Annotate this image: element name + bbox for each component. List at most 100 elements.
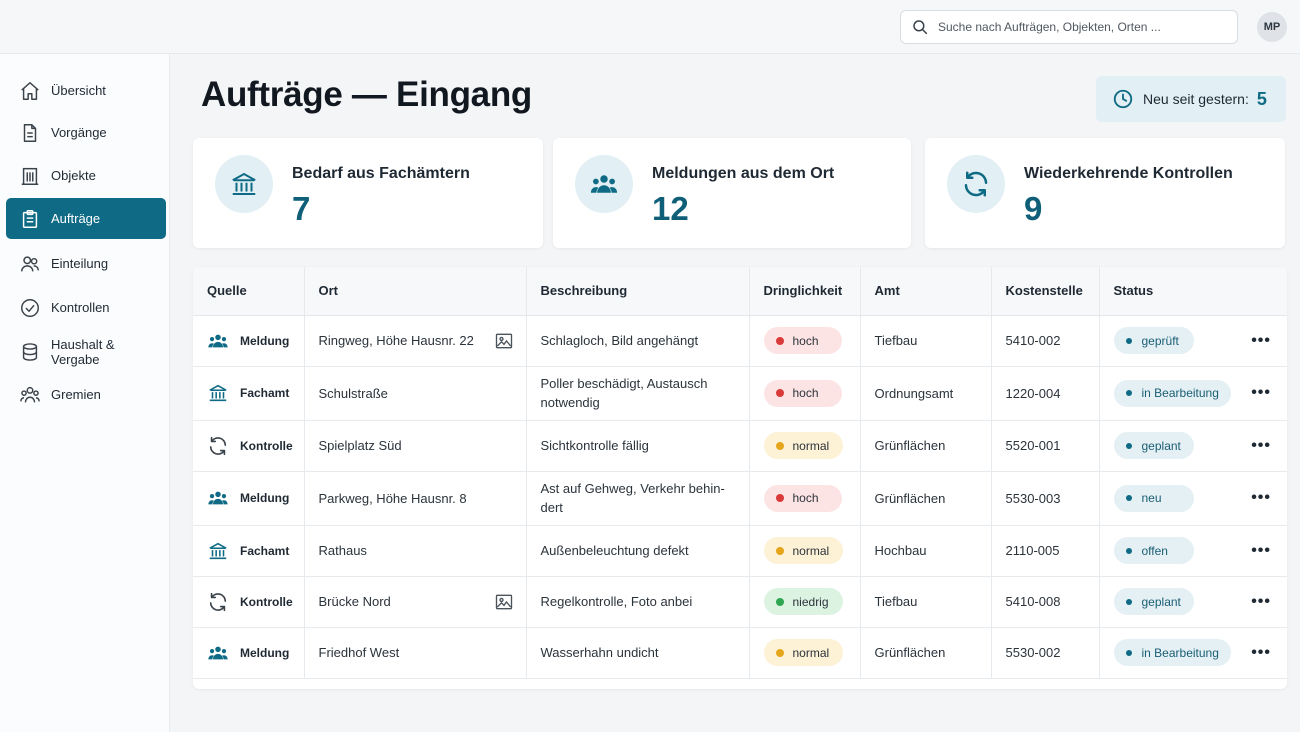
- location-label: Spielplatz Süd: [318, 438, 402, 453]
- table-row[interactable]: Fachamt Rathaus Außenbeleuchtung defekt nor…: [193, 525, 1288, 577]
- sidebar-item-vorgaenge[interactable]: Vorgänge: [6, 112, 166, 153]
- status-label: geplant: [1141, 594, 1181, 609]
- refresh-icon: [209, 592, 227, 611]
- table-row[interactable]: Meldung Friedhof West Wasserhahn undicht no…: [193, 627, 1288, 679]
- cell-kostenstelle: 5530-003: [991, 471, 1100, 526]
- source: Fachamt: [207, 382, 304, 404]
- sidebar-item-kontrollen[interactable]: Kontrollen: [6, 287, 166, 328]
- column-header-dringlichkeit[interactable]: Dringlichkeit: [749, 267, 861, 316]
- description: Wasserhahn undicht: [540, 645, 659, 660]
- more-actions-icon[interactable]: •••: [1251, 489, 1271, 506]
- table-row[interactable]: Fachamt Schulstraße Poller beschädigt, Aus…: [193, 366, 1287, 421]
- source: Kontrolle: [207, 435, 304, 457]
- group-icon: [20, 386, 40, 402]
- sidebar-item-haushalt-vergabe[interactable]: Haushalt & Vergabe: [6, 331, 166, 372]
- government-building-icon: [232, 172, 256, 195]
- urgency-badge: normal: [763, 432, 844, 459]
- stat-label: Bedarf aus Fachämtern: [292, 165, 470, 182]
- more-actions-icon[interactable]: •••: [1251, 592, 1271, 610]
- cell-status: geprüft •••: [1099, 315, 1287, 367]
- cell-kostenstelle: 1220-004: [991, 366, 1100, 421]
- avatar[interactable]: MP: [1257, 12, 1287, 42]
- stat-card-meldungen[interactable]: Meldungen aus dem Ort 12: [553, 138, 911, 248]
- more-actions-icon[interactable]: •••: [1251, 331, 1271, 349]
- cell-beschreibung: Regelkontrolle, Foto anbei: [526, 576, 750, 628]
- column-header-kostenstelle[interactable]: Kostenstelle: [991, 267, 1100, 316]
- cell-dringlichkeit: hoch: [749, 366, 861, 421]
- cell-ort: Rathaus: [304, 525, 527, 577]
- cell-quelle: Kontrolle: [193, 420, 305, 472]
- cell-kostenstelle: 5530-002: [991, 627, 1100, 679]
- sidebar-item-objekte[interactable]: Objekte: [6, 155, 166, 196]
- cell-amt: Grünflächen: [860, 420, 992, 472]
- building-icon: [21, 167, 39, 185]
- stat-card-fachaemter[interactable]: Bedarf aus Fachämtern 7: [193, 138, 543, 248]
- stat-card-kontrollen[interactable]: Wiederkehrende Kontrollen 9: [925, 138, 1285, 248]
- description: Regelkontrolle, Foto anbei: [540, 594, 693, 609]
- description: Sichtkontrolle fällig: [540, 438, 649, 453]
- orders-table: Quelle Ort Beschreibung Dringlichkeit Am…: [193, 267, 1287, 689]
- table-row[interactable]: Meldung Parkweg, Höhe Hausnr. 8 Ast auf Ge…: [193, 471, 1287, 526]
- status-badge: neu: [1113, 484, 1194, 512]
- search-box[interactable]: [900, 10, 1238, 44]
- database-icon: [22, 342, 38, 361]
- sidebar-item-label: Übersicht: [51, 83, 106, 98]
- column-header-status[interactable]: Status: [1099, 267, 1287, 316]
- column-header-ort[interactable]: Ort: [304, 267, 527, 316]
- new-since-badge: Neu seit gestern: 5: [1096, 76, 1286, 122]
- status-badge: in Bearbeitung: [1113, 379, 1231, 407]
- clock-icon: [1113, 89, 1133, 109]
- new-since-label: Neu seit gestern:: [1143, 91, 1249, 107]
- stat-value: 9: [1024, 190, 1043, 227]
- cell-beschreibung: Poller beschädigt, Austausch notwendig: [526, 366, 750, 421]
- urgency-badge: hoch: [763, 327, 842, 354]
- table-row[interactable]: Kontrolle Brücke Nord Regelkontrolle, Foto…: [193, 576, 1287, 628]
- status-label: in Bearbeitung: [1141, 386, 1219, 400]
- more-actions-icon[interactable]: •••: [1251, 436, 1271, 454]
- cell-amt: Hochbau: [860, 525, 992, 577]
- cell-status: neu •••: [1099, 471, 1287, 526]
- more-actions-icon[interactable]: •••: [1251, 643, 1271, 661]
- government-building-icon: [209, 542, 227, 559]
- urgency-dot: [775, 648, 784, 657]
- stat-icon-wrap: [215, 155, 273, 213]
- search-input[interactable]: [938, 20, 1228, 34]
- more-actions-icon[interactable]: •••: [1251, 384, 1271, 401]
- status-badge: geplant: [1113, 588, 1194, 615]
- sidebar-item-uebersicht[interactable]: Übersicht: [6, 70, 166, 111]
- image-icon[interactable]: [494, 592, 514, 612]
- column-header-quelle[interactable]: Quelle: [193, 267, 305, 316]
- status-label: neu: [1141, 491, 1162, 505]
- table-row[interactable]: Kontrolle Spielplatz Süd Sichtkontrolle fä…: [193, 420, 1287, 472]
- column-header-amt[interactable]: Amt: [860, 267, 992, 316]
- description: Außenbeleuchtung defekt: [540, 543, 689, 558]
- cell-dringlichkeit: hoch: [749, 315, 861, 367]
- urgency-dot: [775, 336, 784, 345]
- column-header-beschreibung[interactable]: Beschreibung: [526, 267, 750, 316]
- stat-icon-wrap: [575, 155, 633, 213]
- urgency-label: hoch: [792, 333, 819, 348]
- sidebar-item-label: Gremien: [51, 387, 101, 402]
- description: Poller beschädigt, Austausch notwendig: [540, 376, 708, 410]
- cell-dringlichkeit: normal: [749, 627, 861, 679]
- status-dot: [1125, 547, 1132, 554]
- search-icon: [913, 20, 928, 35]
- refresh-icon: [209, 436, 227, 455]
- image-icon[interactable]: [494, 331, 514, 351]
- stat-label: Meldungen aus dem Ort: [652, 165, 835, 182]
- cell-quelle: Kontrolle: [193, 576, 305, 628]
- cell-beschreibung: Wasserhahn undicht: [526, 627, 750, 679]
- status-label: geplant: [1141, 438, 1181, 453]
- table-row[interactable]: Meldung Ringweg, Höhe Hausnr. 22 Schlagloc…: [193, 315, 1287, 367]
- location: Brücke Nord: [319, 592, 526, 612]
- cell-kostenstelle: 5410-002: [991, 315, 1100, 367]
- sidebar-item-auftraege[interactable]: Aufträge: [6, 198, 166, 239]
- urgency-badge: niedrig: [763, 588, 843, 615]
- more-actions-icon[interactable]: •••: [1251, 541, 1271, 559]
- cell-ort: Parkweg, Höhe Hausnr. 8: [304, 471, 527, 526]
- status-wrap: in Bearbeitung •••: [1113, 639, 1288, 666]
- status-badge: geplant: [1113, 432, 1194, 459]
- status-wrap: offen •••: [1113, 537, 1288, 564]
- sidebar-item-einteilung[interactable]: Einteilung: [6, 243, 166, 284]
- sidebar-item-gremien[interactable]: Gremien: [6, 374, 166, 415]
